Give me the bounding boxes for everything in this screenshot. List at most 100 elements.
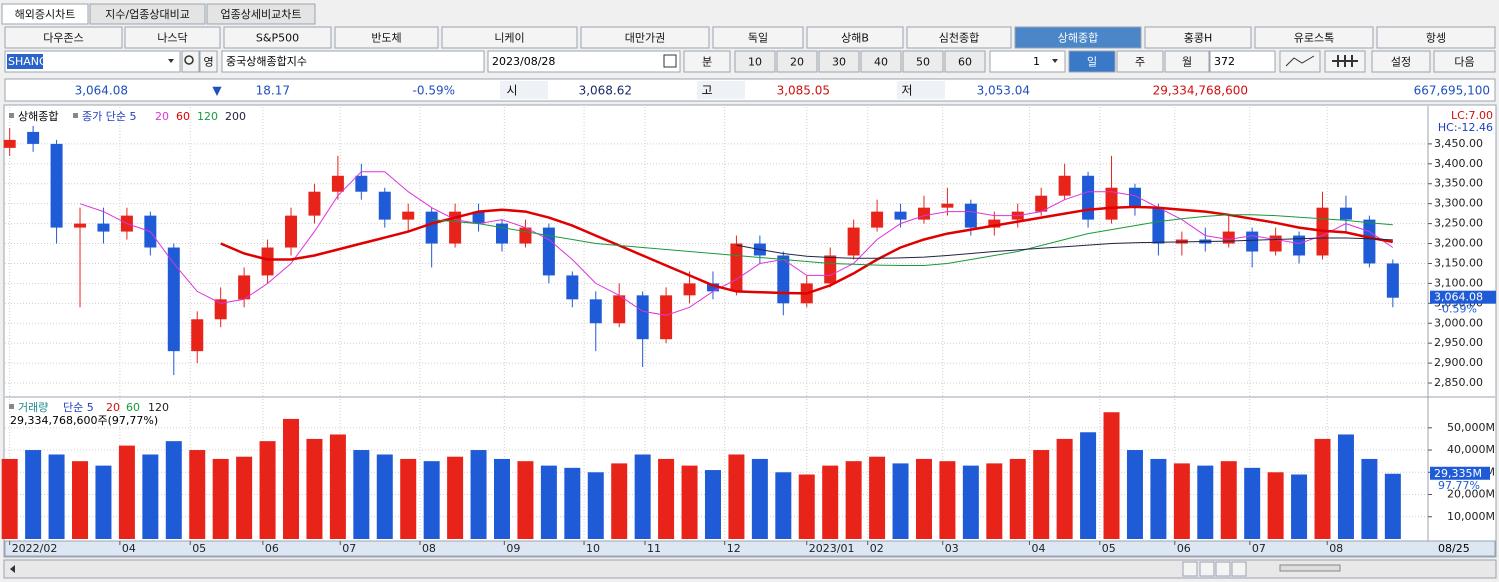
candle-body (355, 175, 368, 192)
tab[interactable] (89, 3, 206, 25)
quote-low: 3,053.04 (977, 84, 1030, 98)
market-button[interactable] (441, 26, 578, 49)
candle-body (402, 211, 415, 220)
unit-field[interactable] (989, 50, 1066, 73)
candle-body (378, 191, 391, 220)
market-button[interactable] (906, 26, 1012, 49)
y-tick-label: 20,000M (1447, 488, 1495, 501)
unit-arrow (1052, 59, 1058, 63)
interval-button[interactable] (818, 50, 860, 73)
ma-line (220, 205, 1394, 295)
market-button[interactable] (223, 26, 332, 49)
volume-bar (1314, 438, 1331, 539)
tab[interactable] (206, 3, 316, 25)
last-volume-label: 29,335M (1434, 467, 1482, 480)
volume-bar (1080, 432, 1097, 539)
date-field[interactable] (487, 50, 681, 73)
y-tick-label: 3,400.00 (1434, 157, 1483, 170)
interval-button[interactable] (902, 50, 944, 73)
tab[interactable] (1, 3, 89, 25)
scroll-control[interactable] (1182, 561, 1198, 577)
volume-bar (189, 450, 206, 539)
volume-bar (25, 450, 42, 539)
interval-button-label: 20 (790, 56, 804, 69)
scrollbar[interactable] (3, 559, 1497, 579)
settings-button[interactable] (1371, 50, 1431, 73)
volume-bar (822, 465, 839, 539)
period-button[interactable] (1116, 50, 1164, 73)
y-tick-label: 50,000M (1447, 421, 1495, 434)
interval-button[interactable] (734, 50, 776, 73)
legend-box (73, 113, 78, 118)
y-tick-label: 3,300.00 (1434, 197, 1483, 210)
volume-bar (165, 441, 182, 539)
volume-bar (423, 461, 440, 539)
legend-entry: 120 (197, 110, 218, 123)
code-field[interactable] (4, 50, 181, 73)
candle-body (847, 227, 860, 256)
dropdown-arrow (168, 59, 174, 63)
volume-bar (986, 463, 1003, 539)
candle-body (238, 275, 251, 300)
volume-bar (658, 458, 675, 539)
volume-title: 거래량 (18, 401, 48, 414)
candle-body (542, 227, 555, 276)
eng-button[interactable] (199, 50, 218, 73)
interval-button[interactable] (776, 50, 818, 73)
volume-bar (1267, 472, 1284, 539)
market-button[interactable] (4, 26, 123, 49)
candle-body (589, 299, 602, 324)
next-button[interactable] (1433, 50, 1496, 73)
candle-body (1152, 207, 1165, 244)
volume-bar (447, 456, 464, 539)
last-date: 08/25 (1438, 542, 1470, 555)
scroll-left[interactable] (10, 565, 15, 573)
market-button-label: 대만가권 (625, 32, 665, 45)
y-tick-label: 2,950.00 (1434, 336, 1483, 349)
y-tick-label: 3,100.00 (1434, 276, 1483, 289)
market-button[interactable] (1144, 26, 1252, 49)
volume-bar (517, 461, 534, 539)
volume-bar (72, 461, 89, 539)
candle-body (50, 143, 63, 228)
market-button-label: 상해B (841, 31, 869, 45)
count-field[interactable] (1209, 50, 1276, 73)
candle-body (1082, 175, 1095, 220)
x-tick-label: 11 (647, 542, 661, 555)
ma-line (431, 214, 1393, 266)
volume-bar (845, 461, 862, 539)
market-button[interactable] (334, 26, 439, 49)
candle-body (1339, 207, 1352, 220)
y-tick-label: 10,000M (1447, 510, 1495, 523)
market-button[interactable] (806, 26, 904, 49)
market-button[interactable] (580, 26, 710, 49)
legend-entry: 60 (176, 110, 190, 123)
next-button-label: 다음 (1454, 56, 1474, 69)
zoom-slider[interactable] (1279, 564, 1341, 572)
x-tick-label: 08 (1329, 542, 1343, 555)
period-button[interactable] (1068, 50, 1116, 73)
market-button[interactable] (124, 26, 221, 49)
candle-body (566, 275, 579, 300)
market-button[interactable] (1014, 26, 1142, 49)
scroll-control[interactable] (1231, 561, 1247, 577)
y-tick-label: 2,850.00 (1434, 376, 1483, 389)
interval-button[interactable] (944, 50, 986, 73)
scroll-control[interactable] (1199, 561, 1215, 577)
ma-line (736, 237, 1393, 259)
market-button[interactable] (712, 26, 804, 49)
volume-bar (1033, 450, 1050, 539)
tab-label: 해외증시차트 (15, 7, 76, 21)
bar-tool-icon (1332, 55, 1358, 67)
market-button[interactable] (1254, 26, 1374, 49)
code-highlight (7, 54, 43, 69)
scroll-control[interactable] (1215, 561, 1231, 577)
period-button[interactable] (1164, 50, 1210, 73)
last-price-box (1430, 290, 1496, 304)
interval-button[interactable] (860, 50, 902, 73)
market-button[interactable] (1376, 26, 1496, 49)
candle-body (964, 203, 977, 228)
minute-button[interactable] (683, 50, 731, 73)
volume-legend-entry: 20 (106, 401, 120, 414)
